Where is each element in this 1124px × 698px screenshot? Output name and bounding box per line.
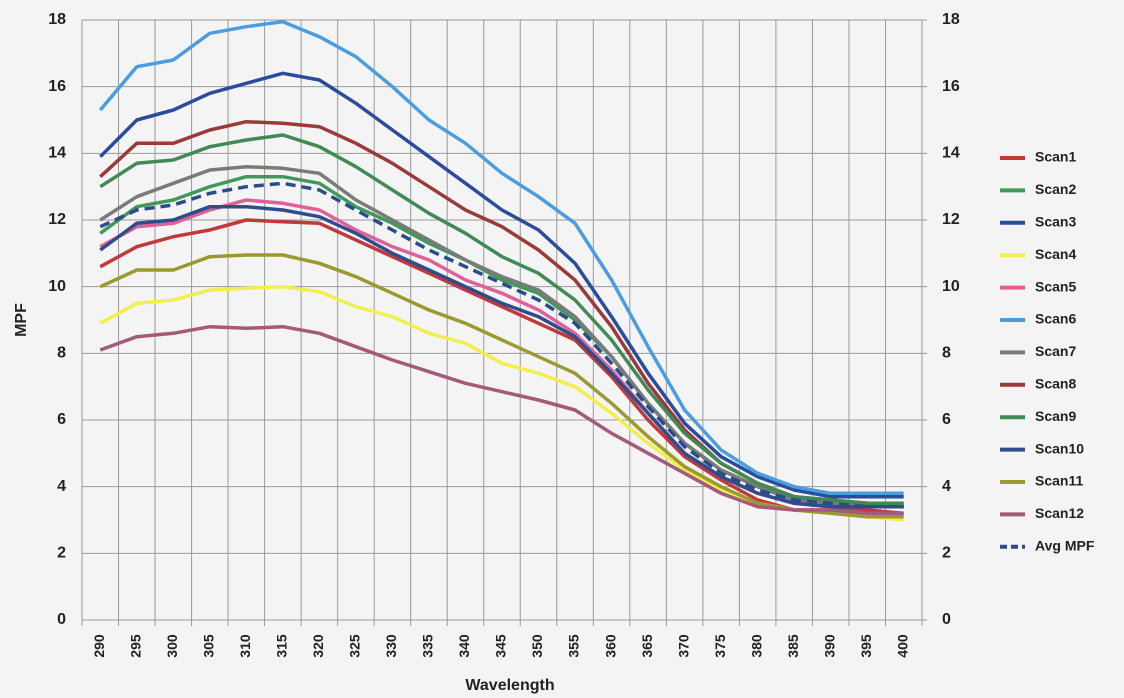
legend-label: Scan5 [1035, 278, 1076, 294]
x-tick-label: 290 [91, 634, 107, 658]
x-tick-label: 390 [821, 634, 837, 658]
x-tick-label: 300 [164, 634, 180, 658]
x-tick-label: 370 [675, 634, 691, 658]
y-tick-label: 4 [57, 478, 66, 495]
y-tick-label: 2 [57, 545, 66, 562]
y-tick-label: 10 [48, 278, 66, 295]
x-tick-label: 380 [748, 634, 764, 658]
x-tick-label: 375 [712, 634, 728, 658]
x-tick-label: 335 [420, 634, 436, 658]
y-tick-label: 14 [48, 145, 66, 162]
y-tick-label: 8 [57, 345, 66, 362]
x-tick-label: 350 [529, 634, 545, 658]
y-tick-label: 0 [57, 611, 66, 628]
x-tick-label: 365 [639, 634, 655, 658]
y2-tick-label: 18 [942, 11, 960, 28]
background [0, 0, 1124, 698]
y-tick-label: 18 [48, 11, 66, 28]
y2-tick-label: 4 [942, 478, 951, 495]
legend-label: Scan6 [1035, 311, 1076, 327]
y-axis-label: MPF [13, 303, 30, 337]
x-tick-label: 320 [310, 634, 326, 658]
x-tick-label: 395 [858, 634, 874, 658]
y-tick-label: 6 [57, 411, 66, 428]
y-tick-label: 16 [48, 78, 66, 95]
chart: Wavelength MPF 0 2 4 6 8 10 12 14 16 18 0 2 4 6 8 10 12 1… [0, 0, 1124, 698]
x-tick-label: 360 [602, 634, 618, 658]
y2-tick-label: 6 [942, 411, 951, 428]
x-tick-label: 325 [347, 634, 363, 658]
x-tick-label: 385 [785, 634, 801, 658]
x-tick-label: 310 [237, 634, 253, 658]
x-tick-label: 295 [127, 634, 143, 658]
legend-label: Scan10 [1035, 440, 1084, 456]
legend-label: Scan2 [1035, 181, 1076, 197]
x-tick-label: 305 [201, 634, 217, 658]
y2-tick-label: 16 [942, 78, 960, 95]
y2-tick-label: 14 [942, 145, 960, 162]
legend-label: Scan12 [1035, 505, 1084, 521]
legend-label: Scan1 [1035, 149, 1076, 165]
legend-label: Scan9 [1035, 408, 1076, 424]
y2-tick-label: 12 [942, 211, 960, 228]
x-tick-label: 400 [894, 634, 910, 658]
legend-label: Scan8 [1035, 376, 1076, 392]
legend-label: Scan11 [1035, 473, 1083, 489]
x-tick-label: 355 [566, 634, 582, 658]
legend-label: Avg MPF [1035, 538, 1095, 554]
y2-tick-label: 2 [942, 545, 951, 562]
x-tick-label: 340 [456, 634, 472, 658]
x-tick-label: 315 [274, 634, 290, 658]
y2-tick-label: 10 [942, 278, 960, 295]
legend-label: Scan7 [1035, 343, 1076, 359]
y-tick-label: 12 [48, 211, 66, 228]
legend-label: Scan3 [1035, 214, 1076, 230]
x-tick-label: 330 [383, 634, 399, 658]
y2-tick-label: 0 [942, 611, 951, 628]
x-axis-label: Wavelength [465, 677, 554, 694]
x-tick-label: 345 [493, 634, 509, 658]
y2-tick-label: 8 [942, 345, 951, 362]
legend-label: Scan4 [1035, 246, 1076, 262]
